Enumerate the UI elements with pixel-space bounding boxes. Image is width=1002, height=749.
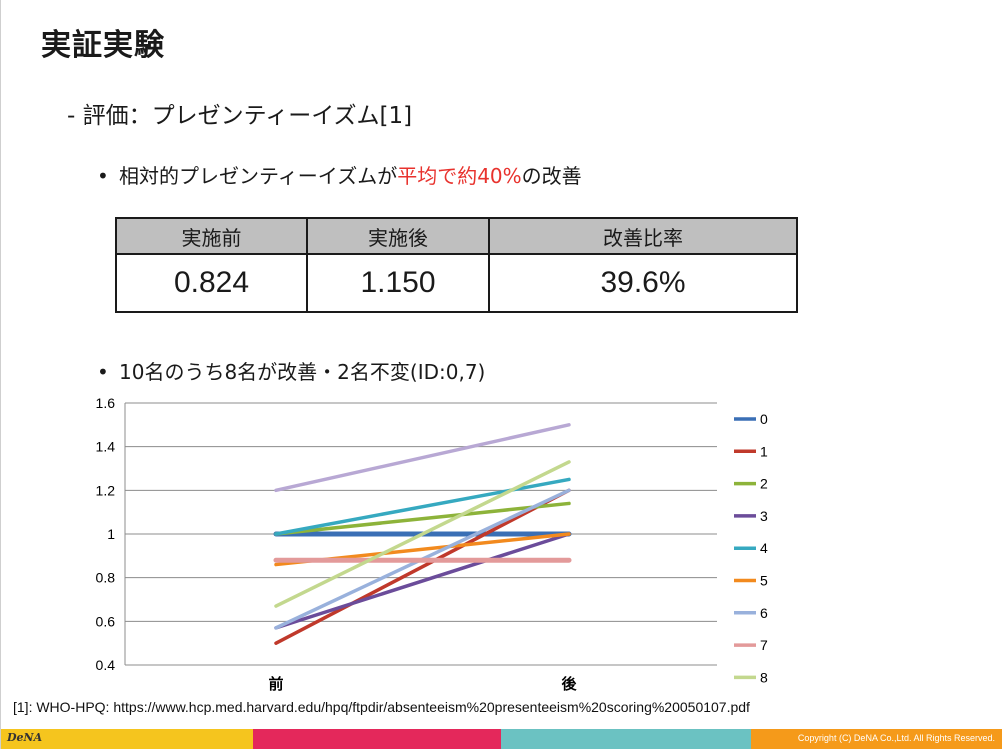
footnote: [1]: WHO-HPQ: https://www.hcp.med.harvar… <box>13 699 750 715</box>
bullet-participants: • 10名のうち8名が改善・2名不変(ID:0,7) <box>97 356 485 385</box>
y-tick-label: 0.6 <box>96 613 116 629</box>
series-line-8 <box>274 460 571 608</box>
table-row: 0.824 1.150 39.6% <box>115 253 798 313</box>
legend-label: 1 <box>760 443 768 459</box>
footer-pink-segment <box>253 729 501 749</box>
bullet-text: 10名のうち8名が改善・2名不変(ID:0,7) <box>119 360 486 384</box>
legend-label: 6 <box>760 605 768 621</box>
header-ratio: 改善比率 <box>488 217 798 255</box>
y-tick-label: 0.8 <box>96 570 116 586</box>
bullet-highlight: 平均で約40% <box>397 164 522 188</box>
bullet-improvement: • 相対的プレゼンティーイズムが平均で約40%の改善 <box>97 160 582 189</box>
copyright-text: Copyright (C) DeNA Co.,Ltd. All Rights R… <box>797 733 995 743</box>
x-tick-label: 前 <box>268 675 283 693</box>
series-line-3 <box>274 532 571 630</box>
value-before: 0.824 <box>115 253 308 313</box>
y-tick-label: 0.4 <box>96 657 116 673</box>
footer-orange-segment: Copyright (C) DeNA Co.,Ltd. All Rights R… <box>751 729 1002 749</box>
presenteeism-line-chart: 0.4 0.6 0.8 1 1.2 1.4 1.6 前 後 0 1 2 3 4 5 6 7 8 <box>96 395 768 693</box>
footer-bar: DeNA Copyright (C) DeNA Co.,Ltd. All Rig… <box>1 729 1002 749</box>
legend-label: 4 <box>760 540 768 556</box>
y-tick-label: 1.4 <box>96 439 116 455</box>
legend-label: 5 <box>760 573 768 589</box>
table-header-row: 実施前 実施後 改善比率 <box>115 217 798 255</box>
results-table: 実施前 実施後 改善比率 0.824 1.150 39.6% <box>115 217 798 313</box>
value-after: 1.150 <box>306 253 490 313</box>
value-ratio: 39.6% <box>488 253 798 313</box>
y-tick-label: 1.2 <box>96 482 116 498</box>
footer-logo-segment: DeNA <box>1 729 253 749</box>
bullet-marker: • <box>97 164 109 188</box>
series-line-extra <box>274 423 571 493</box>
legend-label: 8 <box>760 669 768 685</box>
series-line-2 <box>274 501 571 536</box>
header-before: 実施前 <box>115 217 308 255</box>
legend-label: 7 <box>760 637 768 653</box>
series-line-1 <box>274 488 571 645</box>
footer-teal-segment <box>501 729 751 749</box>
dena-logo: DeNA <box>7 731 43 744</box>
legend-label: 3 <box>760 508 768 524</box>
legend-label: 0 <box>760 411 768 427</box>
slide-title: 実証実験 <box>41 28 165 63</box>
y-tick-label: 1 <box>107 526 115 542</box>
header-after: 実施後 <box>306 217 490 255</box>
legend-label: 2 <box>760 476 768 492</box>
bullet-text-suffix: の改善 <box>521 164 582 188</box>
bullet-marker: • <box>97 360 109 384</box>
bullet-text-prefix: 相対的プレゼンティーイズムが <box>119 164 398 188</box>
series-line-4 <box>274 477 571 536</box>
slide-subtitle: - 評価：プレゼンティーイズム[1] <box>67 103 413 129</box>
x-tick-label: 後 <box>560 675 577 693</box>
y-tick-label: 1.6 <box>96 395 116 411</box>
